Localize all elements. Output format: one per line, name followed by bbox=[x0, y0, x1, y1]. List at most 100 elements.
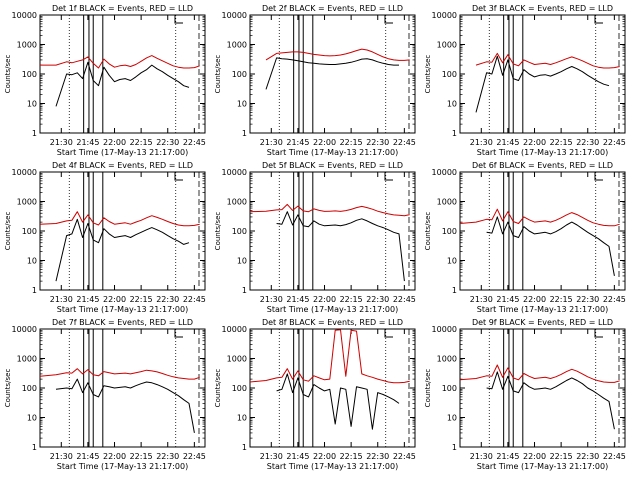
x-tick-label: 22:00 bbox=[313, 138, 336, 147]
chart-title: Det 1f BLACK = Events, RED = LLD bbox=[52, 4, 193, 13]
events-series-line bbox=[276, 373, 400, 430]
x-tick-label: 22:15 bbox=[130, 138, 153, 147]
y-tick-label: 10 bbox=[447, 100, 457, 109]
top-bracket-marker bbox=[174, 15, 183, 24]
y-tick-label: 10 bbox=[447, 414, 457, 423]
events-series-line bbox=[475, 55, 610, 113]
plot-frame bbox=[459, 171, 626, 291]
x-tick-label: 21:30 bbox=[50, 452, 73, 461]
x-tick-label: 22:30 bbox=[156, 452, 179, 461]
x-tick-label: 22:00 bbox=[103, 138, 126, 147]
chart-panel: Det 1f BLACK = Events, RED = LLD 1 10 100 10… bbox=[4, 4, 206, 157]
y-tick-label: 100 bbox=[442, 70, 457, 79]
y-tick-label: 10000 bbox=[432, 168, 457, 177]
y-tick-label: 100 bbox=[22, 384, 37, 393]
lld-series-line bbox=[459, 364, 620, 383]
top-bracket-marker bbox=[174, 172, 183, 181]
x-axis-label: Start Time (17-May-13 21:17:00) bbox=[267, 148, 398, 157]
chart-title: Det 9f BLACK = Events, RED = LLD bbox=[472, 318, 613, 327]
x-tick-label: 22:45 bbox=[603, 138, 626, 147]
lld-series-line bbox=[39, 211, 200, 227]
y-tick-label: 10 bbox=[27, 100, 37, 109]
y-tick-label: 10 bbox=[447, 257, 457, 266]
x-tick-label: 22:15 bbox=[340, 452, 363, 461]
y-tick-label: 1000 bbox=[227, 41, 247, 50]
top-bracket-marker bbox=[384, 172, 393, 181]
y-tick-label: 1 bbox=[452, 443, 457, 452]
x-tick-label: 22:45 bbox=[183, 295, 206, 304]
lld-series-line bbox=[459, 208, 620, 227]
y-axis-label: Counts/sec bbox=[4, 212, 12, 251]
y-tick-label: 1 bbox=[452, 286, 457, 295]
y-tick-label: 100 bbox=[442, 227, 457, 236]
events-series-line bbox=[55, 378, 195, 433]
y-tick-label: 100 bbox=[22, 227, 37, 236]
x-axis-label: Start Time (17-May-13 21:17:00) bbox=[477, 305, 608, 314]
plot-frame bbox=[249, 14, 416, 134]
y-axis-label: Counts/sec bbox=[214, 55, 222, 94]
y-tick-label: 10000 bbox=[222, 325, 247, 334]
y-tick-label: 1 bbox=[452, 129, 457, 138]
events-series-line bbox=[276, 211, 405, 282]
chart-panel: Det 5f BLACK = Events, RED = LLD 1 10 100 10… bbox=[214, 161, 416, 314]
x-tick-label: 22:15 bbox=[550, 295, 573, 304]
x-tick-label: 22:30 bbox=[576, 452, 599, 461]
x-tick-label: 21:45 bbox=[496, 295, 519, 304]
lld-series-line bbox=[265, 48, 410, 61]
y-tick-label: 100 bbox=[232, 227, 247, 236]
x-tick-label: 22:45 bbox=[393, 452, 416, 461]
chart-panel: Det 9f BLACK = Events, RED = LLD 1 10 100 10… bbox=[424, 318, 626, 471]
y-tick-label: 1 bbox=[242, 129, 247, 138]
y-tick-label: 10000 bbox=[432, 11, 457, 20]
lld-series-line bbox=[475, 52, 620, 69]
chart-title: Det 6f BLACK = Events, RED = LLD bbox=[472, 161, 613, 170]
x-tick-label: 22:45 bbox=[183, 452, 206, 461]
top-bracket-marker bbox=[174, 329, 183, 338]
y-tick-label: 1 bbox=[32, 129, 37, 138]
x-tick-label: 22:30 bbox=[366, 452, 389, 461]
x-tick-label: 22:45 bbox=[183, 138, 206, 147]
y-tick-label: 10000 bbox=[12, 168, 37, 177]
x-axis-label: Start Time (17-May-13 21:17:00) bbox=[267, 305, 398, 314]
x-axis-label: Start Time (17-May-13 21:17:00) bbox=[267, 462, 398, 471]
events-series-line bbox=[55, 218, 190, 282]
y-tick-label: 1000 bbox=[227, 198, 247, 207]
y-tick-label: 1000 bbox=[437, 198, 457, 207]
x-tick-label: 21:30 bbox=[260, 138, 283, 147]
y-tick-label: 100 bbox=[442, 384, 457, 393]
chart-panel: Det 4f BLACK = Events, RED = LLD 1 10 100 10… bbox=[4, 161, 206, 314]
x-axis-label: Start Time (17-May-13 21:17:00) bbox=[477, 462, 608, 471]
x-tick-label: 21:30 bbox=[470, 295, 493, 304]
chart-title: Det 4f BLACK = Events, RED = LLD bbox=[52, 161, 193, 170]
chart-title: Det 7f BLACK = Events, RED = LLD bbox=[52, 318, 193, 327]
chart-title: Det 2f BLACK = Events, RED = LLD bbox=[262, 4, 403, 13]
x-tick-label: 22:45 bbox=[393, 295, 416, 304]
x-tick-label: 21:45 bbox=[76, 138, 99, 147]
y-axis-label: Counts/sec bbox=[214, 369, 222, 408]
lld-series-line bbox=[40, 55, 200, 69]
x-tick-label: 22:15 bbox=[130, 452, 153, 461]
y-axis-label: Counts/sec bbox=[424, 369, 432, 408]
x-tick-label: 22:15 bbox=[340, 295, 363, 304]
top-bracket-marker bbox=[384, 15, 393, 24]
plot-frame bbox=[459, 14, 626, 134]
x-tick-label: 21:30 bbox=[470, 452, 493, 461]
lld-series-line bbox=[249, 329, 410, 384]
top-bracket-marker bbox=[594, 329, 603, 338]
x-tick-label: 22:45 bbox=[603, 452, 626, 461]
top-bracket-marker bbox=[594, 15, 603, 24]
x-tick-label: 21:45 bbox=[76, 452, 99, 461]
y-axis-label: Counts/sec bbox=[4, 369, 12, 408]
y-axis-label: Counts/sec bbox=[424, 212, 432, 251]
x-tick-label: 22:00 bbox=[103, 295, 126, 304]
y-tick-label: 1000 bbox=[17, 198, 37, 207]
y-tick-label: 10 bbox=[27, 414, 37, 423]
x-axis-label: Start Time (17-May-13 21:17:00) bbox=[477, 148, 608, 157]
y-tick-label: 1 bbox=[32, 443, 37, 452]
x-tick-label: 21:30 bbox=[50, 138, 73, 147]
x-tick-label: 21:30 bbox=[50, 295, 73, 304]
chart-panel: Det 6f BLACK = Events, RED = LLD 1 10 100 10… bbox=[424, 161, 626, 314]
y-tick-label: 1 bbox=[242, 443, 247, 452]
x-tick-label: 21:30 bbox=[470, 138, 493, 147]
x-tick-label: 22:15 bbox=[130, 295, 153, 304]
